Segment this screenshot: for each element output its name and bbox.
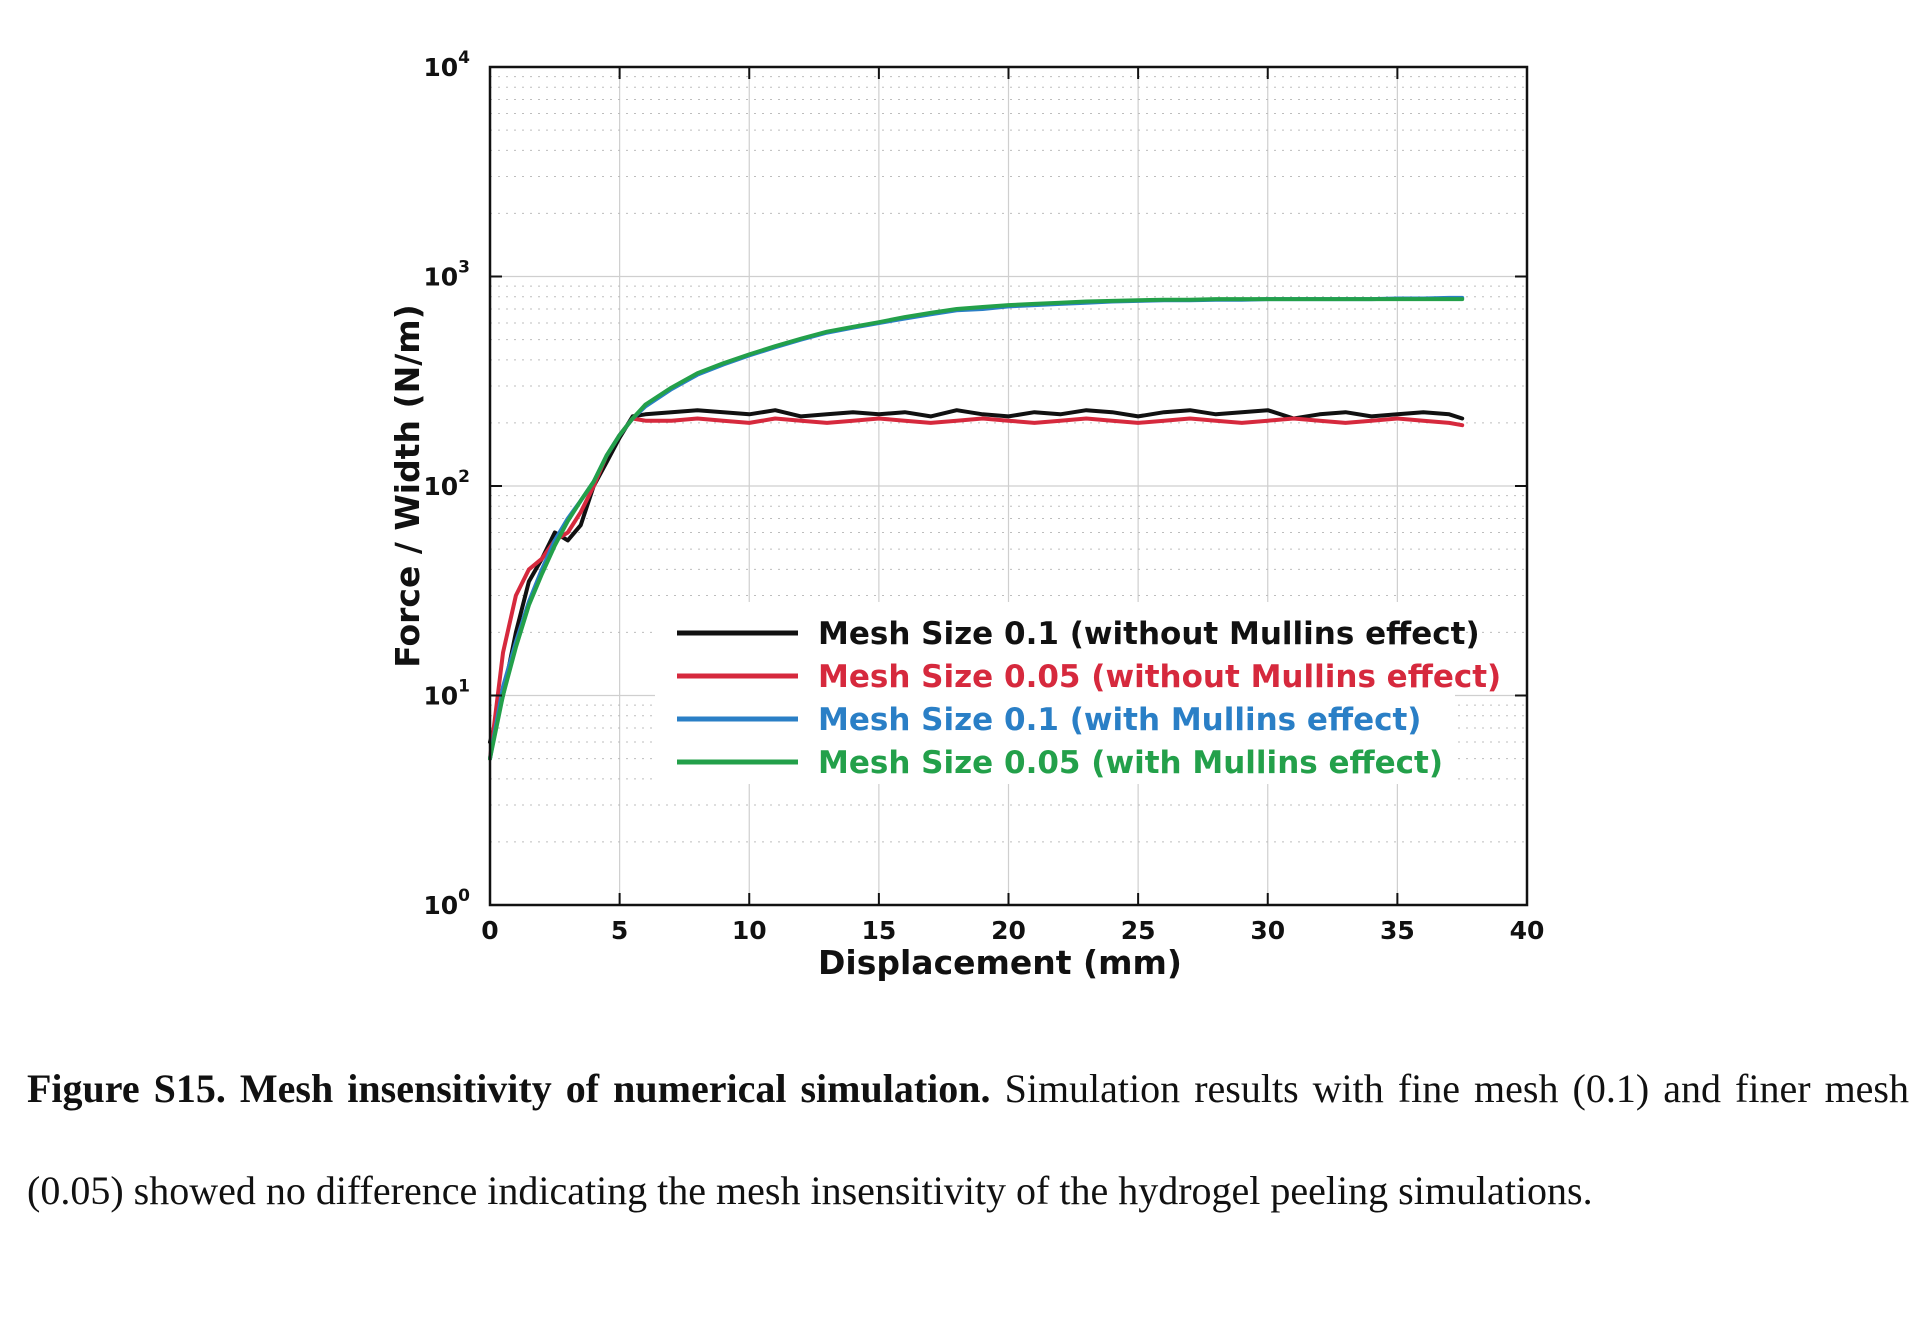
x-tick-label: 40 xyxy=(1510,916,1545,945)
caption-body: Simulation results with fine mesh (0.1) … xyxy=(27,1066,1910,1213)
legend-label-4: Mesh Size 0.05 (with Mullins effect) xyxy=(818,745,1443,781)
y-tick-label: 100 xyxy=(423,886,470,920)
x-axis-title: Displacement (mm) xyxy=(818,943,1182,982)
series-line-1 xyxy=(488,408,1465,744)
series-layer xyxy=(488,295,1465,761)
chart: 0 5 10 15 20 25 30 35 40 100 101 102 103 104 Displace… xyxy=(388,48,1544,982)
y-tick-label: 104 xyxy=(423,48,470,82)
x-tick-label: 10 xyxy=(732,916,767,945)
legend-label-2: Mesh Size 0.05 (without Mullins effect) xyxy=(818,659,1501,695)
x-tick-label: 0 xyxy=(481,916,498,945)
y-axis-title: Force / Width (N/m) xyxy=(388,304,427,667)
y-tick-label: 103 xyxy=(423,258,470,292)
series-line-2 xyxy=(488,416,1465,761)
x-tick-label: 35 xyxy=(1380,916,1415,945)
y-tick-label: 101 xyxy=(423,677,470,711)
x-tick-label: 20 xyxy=(991,916,1026,945)
x-tick-label: 30 xyxy=(1250,916,1285,945)
y-tick-label: 102 xyxy=(423,467,470,501)
ticks: 0 5 10 15 20 25 30 35 40 100 101 102 103 104 xyxy=(423,48,1544,945)
x-tick-label: 5 xyxy=(611,916,628,945)
figure-caption: Figure S15. Mesh insensitivity of numeri… xyxy=(27,1038,1909,1242)
caption-title: Figure S15. Mesh insensitivity of numeri… xyxy=(27,1066,991,1111)
legend-label-3: Mesh Size 0.1 (with Mullins effect) xyxy=(818,702,1421,738)
chart-svg: 0 5 10 15 20 25 30 35 40 100 101 102 103 104 Displace… xyxy=(388,48,1544,982)
legend-label-1: Mesh Size 0.1 (without Mullins effect) xyxy=(818,616,1480,652)
x-tick-label: 15 xyxy=(861,916,896,945)
series-line-4 xyxy=(488,297,1465,761)
x-tick-label: 25 xyxy=(1121,916,1156,945)
legend: Mesh Size 0.1 (without Mullins effect) Me… xyxy=(655,602,1501,784)
